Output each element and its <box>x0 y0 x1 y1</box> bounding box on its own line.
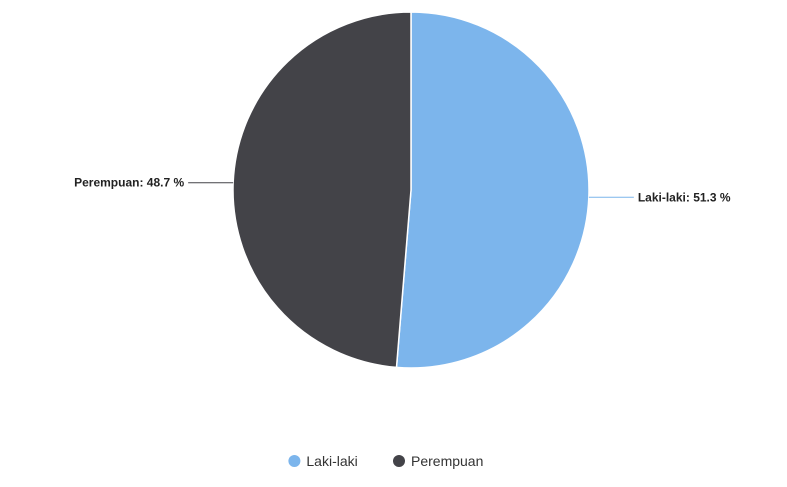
pie-slice-laki-laki[interactable] <box>395 11 590 369</box>
legend-item-perempuan[interactable]: Perempuan <box>393 453 483 469</box>
legend: Laki-laki Perempuan <box>288 453 483 469</box>
data-label: Laki-laki: 51.3 % <box>638 190 731 204</box>
legend-label: Laki-laki <box>306 453 357 469</box>
legend-label: Perempuan <box>411 453 483 469</box>
legend-marker <box>393 455 405 467</box>
pie-slices <box>232 11 590 369</box>
data-label: Perempuan: 48.7 % <box>74 176 184 190</box>
pie-slice-perempuan[interactable] <box>232 11 412 369</box>
legend-marker <box>288 455 301 467</box>
data-labels: Laki-laki: 51.3 % Perempuan: 48.7 % <box>74 176 731 205</box>
legend-item-laki-laki[interactable]: Laki-laki <box>288 453 358 469</box>
label-connectors <box>188 182 634 198</box>
